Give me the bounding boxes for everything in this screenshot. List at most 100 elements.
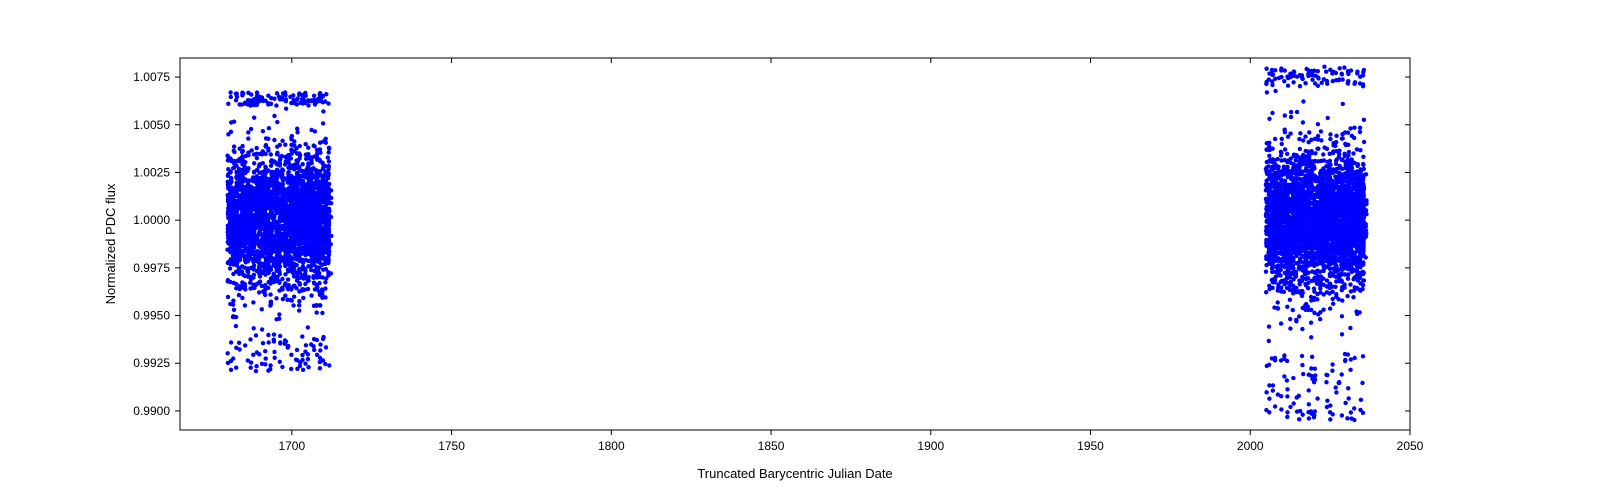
scatter-point	[295, 242, 299, 246]
scatter-point	[294, 146, 298, 150]
scatter-point	[251, 99, 255, 103]
scatter-point	[254, 201, 258, 205]
scatter-point	[324, 244, 328, 248]
scatter-point	[321, 181, 325, 185]
scatter-point	[304, 170, 308, 174]
scatter-point	[272, 332, 276, 336]
scatter-point	[1334, 134, 1338, 138]
scatter-point	[226, 102, 230, 106]
scatter-point	[329, 242, 333, 246]
scatter-point	[269, 250, 273, 254]
scatter-point	[309, 189, 313, 193]
scatter-point	[281, 243, 285, 247]
scatter-point	[1312, 415, 1316, 419]
scatter-point	[261, 341, 265, 345]
scatter-point	[237, 232, 241, 236]
scatter-point	[286, 277, 290, 281]
scatter-point	[327, 150, 331, 154]
scatter-point	[243, 101, 247, 105]
scatter-point	[324, 207, 328, 211]
scatter-point	[274, 204, 278, 208]
scatter-point	[275, 91, 279, 95]
scatter-point	[284, 107, 288, 111]
scatter-point	[237, 214, 241, 218]
scatter-point	[317, 265, 321, 269]
scatter-point	[257, 244, 261, 248]
scatter-point	[268, 363, 272, 367]
scatter-point	[251, 179, 255, 183]
scatter-point	[275, 187, 279, 191]
scatter-point	[300, 288, 304, 292]
scatter-point	[298, 237, 302, 241]
scatter-point	[298, 270, 302, 274]
scatter-point	[260, 233, 264, 237]
scatter-point	[246, 274, 250, 278]
scatter-point	[324, 171, 328, 175]
scatter-point	[225, 154, 229, 158]
scatter-point	[324, 257, 328, 261]
scatter-point	[266, 146, 270, 150]
scatter-point	[315, 154, 319, 158]
scatter-point	[324, 267, 328, 271]
scatter-point	[254, 364, 258, 368]
scatter-point	[278, 237, 282, 241]
scatter-point	[304, 142, 308, 146]
scatter-point	[265, 267, 269, 271]
scatter-point	[272, 339, 276, 343]
scatter-point	[246, 209, 250, 213]
scatter-point	[243, 303, 247, 307]
scatter-point	[289, 101, 293, 105]
scatter-point	[258, 262, 262, 266]
scatter-point	[228, 302, 232, 306]
scatter-point	[291, 303, 295, 307]
scatter-point	[311, 197, 315, 201]
scatter-point	[277, 182, 281, 186]
scatter-point	[313, 287, 317, 291]
scatter-point	[244, 154, 248, 158]
scatter-point	[237, 244, 241, 248]
scatter-point	[1270, 111, 1274, 115]
scatter-point	[269, 159, 273, 163]
scatter-point	[275, 152, 279, 156]
scatter-point	[324, 345, 328, 349]
scatter-point	[1310, 78, 1314, 82]
scatter-point	[251, 214, 255, 218]
scatter-point	[312, 230, 316, 234]
scatter-point	[1300, 354, 1304, 358]
scatter-point	[266, 231, 270, 235]
scatter-point	[275, 223, 279, 227]
scatter-point	[275, 275, 279, 279]
scatter-point	[1271, 388, 1275, 392]
scatter-point	[297, 299, 301, 303]
scatter-point	[1291, 80, 1295, 84]
x-tick-label: 1700	[278, 439, 305, 453]
scatter-point	[234, 205, 238, 209]
scatter-point	[1310, 355, 1314, 359]
scatter-point	[234, 170, 238, 174]
scatter-point	[239, 176, 243, 180]
scatter-point	[252, 239, 256, 243]
scatter-point	[1309, 321, 1313, 325]
scatter-point	[254, 250, 258, 254]
scatter-point	[234, 286, 238, 290]
scatter-point	[1300, 327, 1304, 331]
scatter-point	[1264, 390, 1268, 394]
scatter-point	[278, 208, 282, 212]
scatter-point	[269, 204, 273, 208]
scatter-point	[226, 351, 230, 355]
scatter-point	[1328, 306, 1332, 310]
scatter-point	[1330, 369, 1334, 373]
scatter-point	[280, 139, 284, 143]
scatter-point	[280, 217, 284, 221]
scatter-point	[1334, 390, 1338, 394]
x-axis-label: Truncated Barycentric Julian Date	[697, 466, 892, 481]
scatter-point	[240, 249, 244, 253]
scatter-point	[284, 155, 288, 159]
scatter-point	[314, 303, 318, 307]
scatter-point	[258, 222, 262, 226]
scatter-point	[291, 271, 295, 275]
scatter-point	[257, 290, 261, 294]
scatter-point	[295, 172, 299, 176]
scatter-point	[254, 333, 258, 337]
scatter-point	[290, 134, 294, 138]
